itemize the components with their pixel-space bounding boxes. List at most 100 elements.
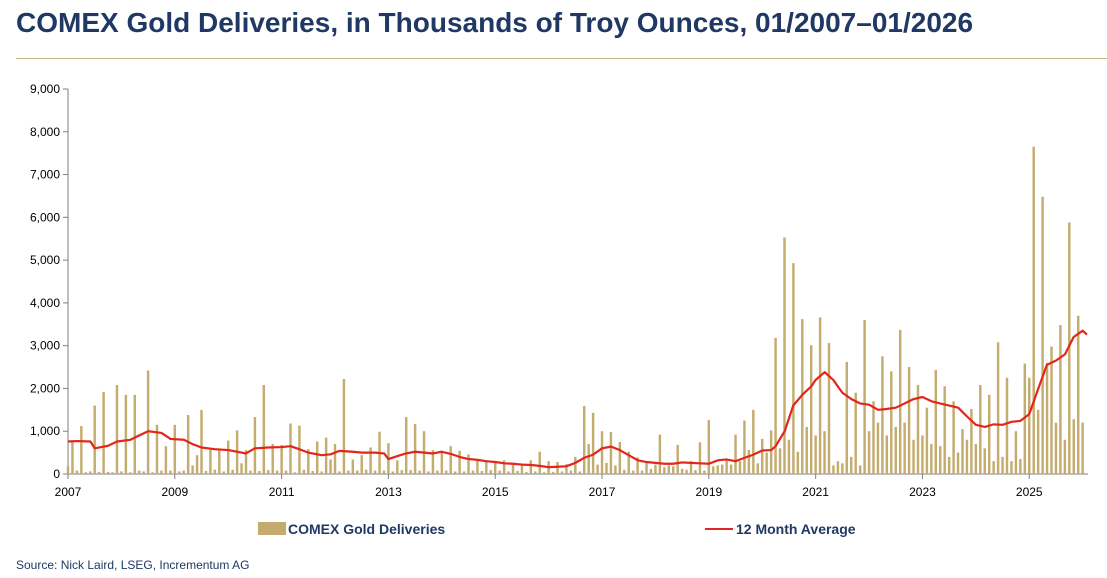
bar [720, 464, 724, 474]
bar-series [66, 146, 1084, 475]
bar [707, 420, 711, 474]
bar [591, 412, 595, 474]
bar [284, 470, 288, 474]
bar [338, 471, 341, 474]
bar [311, 471, 314, 474]
bar [836, 461, 840, 474]
bar [698, 442, 702, 474]
bar [137, 470, 141, 474]
bar [494, 462, 497, 474]
bar [151, 472, 154, 474]
bar [80, 426, 83, 474]
bar [200, 409, 203, 474]
bar [160, 470, 163, 474]
bar [1059, 325, 1062, 474]
bar [396, 460, 399, 474]
bar [774, 337, 777, 474]
bar [983, 448, 986, 474]
bar [120, 471, 123, 474]
bar [636, 457, 639, 474]
bar [979, 385, 982, 474]
bar [712, 466, 715, 474]
bar [320, 471, 323, 474]
bar [520, 463, 524, 474]
bar [97, 471, 101, 474]
bar [382, 470, 386, 474]
y-tick-label: 7,000 [30, 168, 60, 182]
bar [876, 422, 880, 474]
bar [204, 471, 208, 474]
bar [436, 470, 439, 474]
bar [458, 450, 461, 474]
bar [921, 435, 924, 474]
bar [529, 460, 533, 474]
bar [1032, 146, 1035, 474]
bar [649, 468, 653, 474]
bar [992, 461, 995, 474]
bar [440, 450, 444, 474]
bar [645, 461, 648, 474]
bar [333, 444, 337, 474]
bar [244, 450, 248, 474]
bar [761, 438, 764, 474]
bar [934, 370, 938, 474]
bar [124, 394, 128, 474]
bar [560, 471, 564, 474]
bar [703, 470, 706, 474]
bar [111, 472, 114, 474]
bar [476, 459, 479, 474]
bar [1041, 196, 1044, 475]
bar [565, 464, 568, 474]
bar [169, 470, 172, 474]
bar [845, 361, 849, 474]
legend-swatch-deliveries [258, 522, 286, 535]
bar [752, 409, 755, 474]
bar [329, 459, 332, 474]
bar [106, 471, 110, 474]
bar [587, 444, 590, 474]
bar [84, 472, 88, 474]
bar [867, 431, 871, 474]
bar [267, 470, 270, 474]
bar [253, 417, 257, 474]
average-line [67, 329, 1088, 469]
bar [347, 470, 350, 474]
y-tick-label: 5,000 [30, 253, 60, 267]
bar [364, 469, 368, 474]
x-tick-label: 2011 [269, 485, 295, 499]
bar [996, 342, 1000, 474]
bar [93, 405, 96, 474]
bar [75, 470, 79, 474]
bar [445, 470, 448, 474]
bar [240, 463, 243, 474]
bar [471, 470, 475, 474]
bar [222, 471, 225, 474]
bar [974, 444, 978, 474]
bar [663, 467, 666, 474]
bar [498, 470, 501, 474]
bar [814, 435, 817, 474]
bar [413, 423, 417, 474]
y-tick-label: 1,000 [30, 424, 60, 438]
bar [231, 469, 234, 474]
bar [1001, 456, 1004, 474]
bar [943, 386, 946, 474]
bar [685, 469, 688, 474]
bar [271, 444, 274, 474]
bar [956, 452, 960, 474]
y-tick-label: 9,000 [30, 82, 60, 96]
bar [694, 470, 697, 474]
bar [631, 470, 635, 474]
bar [280, 444, 283, 474]
bar [1014, 431, 1018, 474]
bar [511, 464, 515, 474]
bar [360, 455, 363, 474]
bar [1076, 315, 1080, 474]
bar [970, 408, 973, 474]
bar [502, 460, 506, 474]
bar [961, 429, 964, 474]
bar [618, 441, 622, 474]
bar [796, 451, 800, 474]
bar [186, 414, 190, 474]
